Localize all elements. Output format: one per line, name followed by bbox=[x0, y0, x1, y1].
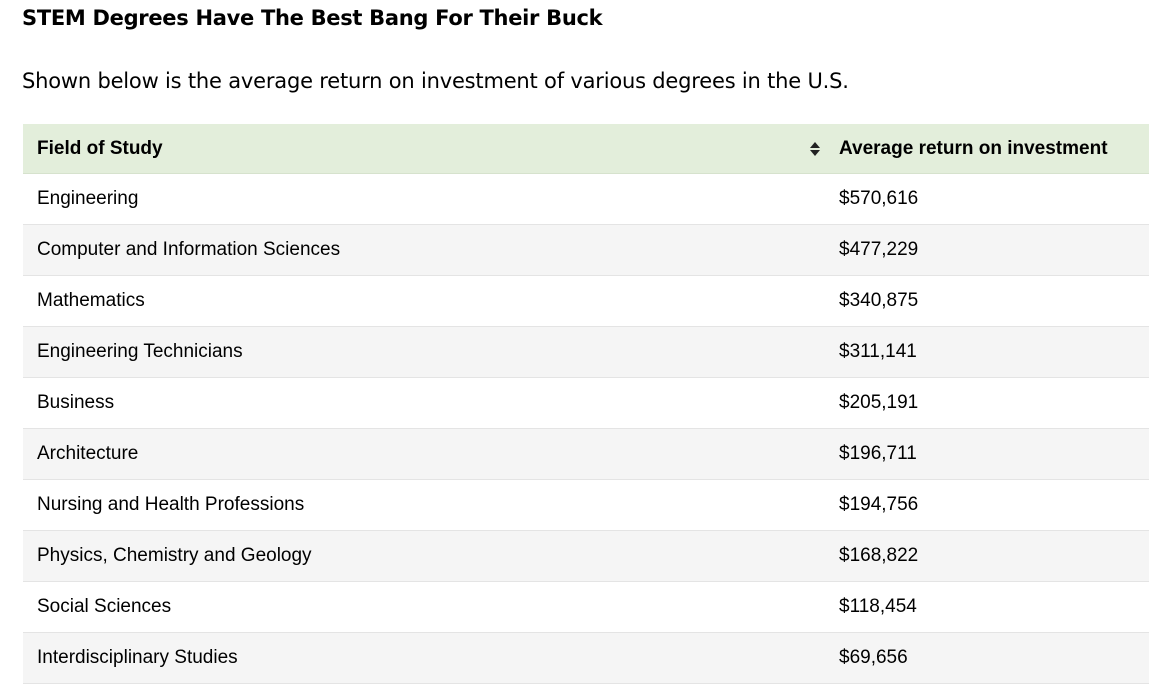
roi-cell: $69,656 bbox=[839, 647, 908, 668]
table-row: Nursing and Health Professions $194,756 bbox=[23, 480, 1149, 531]
table-row: Engineering $570,616 bbox=[23, 174, 1149, 225]
column-header-roi-label: Average return on investment bbox=[839, 137, 1108, 159]
roi-cell: $311,141 bbox=[839, 341, 917, 362]
table-row: Engineering Technicians $311,141 bbox=[23, 327, 1149, 378]
field-cell: Physics, Chemistry and Geology bbox=[37, 545, 312, 566]
field-cell: Interdisciplinary Studies bbox=[37, 647, 238, 668]
table-header-row: Field of Study Average return on investm… bbox=[23, 124, 1149, 174]
field-cell: Engineering Technicians bbox=[37, 341, 243, 362]
field-cell: Social Sciences bbox=[37, 596, 172, 617]
field-cell: Architecture bbox=[37, 443, 139, 464]
roi-cell: $570,616 bbox=[839, 188, 919, 209]
field-cell: Business bbox=[37, 392, 115, 413]
table-row: Mathematics $340,875 bbox=[23, 276, 1149, 327]
table-row: Social Sciences $118,454 bbox=[23, 582, 1149, 633]
roi-cell: $477,229 bbox=[839, 239, 919, 260]
column-header-field[interactable]: Field of Study bbox=[23, 138, 823, 160]
table-body: Engineering $570,616 Computer and Informat… bbox=[23, 174, 1149, 684]
roi-cell: $340,875 bbox=[839, 290, 919, 311]
field-cell: Mathematics bbox=[37, 290, 145, 311]
roi-cell: $196,711 bbox=[839, 443, 917, 464]
roi-cell: $194,756 bbox=[839, 494, 919, 515]
table-row: Physics, Chemistry and Geology $168,822 bbox=[23, 531, 1149, 582]
table-subtitle: Shown below is the average return on inv… bbox=[22, 69, 849, 93]
field-cell: Computer and Information Sciences bbox=[37, 239, 341, 260]
table-title: STEM Degrees Have The Best Bang For Thei… bbox=[22, 6, 603, 30]
roi-table: Field of Study Average return on investm… bbox=[23, 124, 1149, 684]
roi-cell: $168,822 bbox=[839, 545, 919, 566]
column-header-roi[interactable]: Average return on investment bbox=[823, 138, 1149, 160]
table-row: Computer and Information Sciences $477,22… bbox=[23, 225, 1149, 276]
field-cell: Engineering bbox=[37, 188, 139, 209]
sort-icon[interactable] bbox=[809, 140, 821, 158]
table-row: Architecture $196,711 bbox=[23, 429, 1149, 480]
roi-cell: $205,191 bbox=[839, 392, 919, 413]
table-row: Interdisciplinary Studies $69,656 bbox=[23, 633, 1149, 684]
roi-cell: $118,454 bbox=[839, 596, 917, 617]
column-header-field-label: Field of Study bbox=[37, 137, 163, 159]
field-cell: Nursing and Health Professions bbox=[37, 494, 305, 515]
table-row: Business $205,191 bbox=[23, 378, 1149, 429]
